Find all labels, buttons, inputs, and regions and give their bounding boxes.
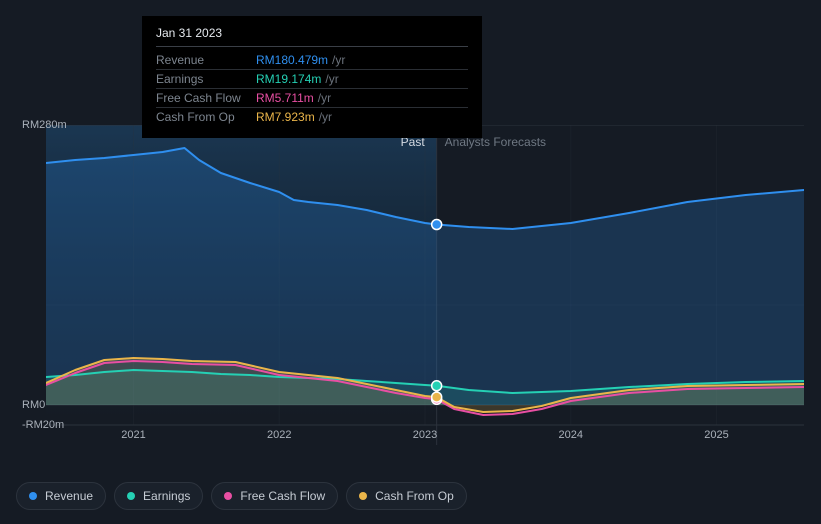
legend-item-fcf[interactable]: Free Cash Flow — [211, 482, 338, 510]
legend-item-earnings[interactable]: Earnings — [114, 482, 203, 510]
tooltip-row: Cash From Op RM7.923m /yr — [156, 108, 468, 126]
tooltip-row: Free Cash Flow RM5.711m /yr — [156, 89, 468, 108]
x-axis-label: 2025 — [704, 429, 728, 441]
financials-chart[interactable]: RM280mRM0-RM20m20212022202320242025PastA… — [16, 125, 804, 445]
tooltip-label: Free Cash Flow — [156, 91, 256, 105]
tooltip-unit: /yr — [332, 53, 345, 67]
tooltip-unit: /yr — [318, 91, 331, 105]
legend-label: Cash From Op — [375, 489, 454, 503]
tooltip-row: Earnings RM19.174m /yr — [156, 70, 468, 89]
plot-area[interactable] — [46, 125, 804, 425]
tooltip-label: Revenue — [156, 53, 256, 67]
legend-item-revenue[interactable]: Revenue — [16, 482, 106, 510]
tooltip-date: Jan 31 2023 — [156, 26, 468, 47]
y-axis-label: RM280m — [22, 119, 67, 131]
x-axis-label: 2023 — [413, 429, 437, 441]
chart-legend: Revenue Earnings Free Cash Flow Cash Fro… — [16, 482, 467, 510]
chart-svg — [46, 125, 804, 445]
tooltip-value: RM19.174m — [256, 72, 321, 86]
chart-tooltip: Jan 31 2023 Revenue RM180.479m /yr Earni… — [142, 16, 482, 138]
x-axis-label: 2022 — [267, 429, 291, 441]
tooltip-unit: /yr — [319, 110, 332, 124]
legend-dot-icon — [224, 492, 232, 500]
x-axis-label: 2024 — [559, 429, 583, 441]
tooltip-row: Revenue RM180.479m /yr — [156, 51, 468, 70]
tooltip-unit: /yr — [325, 72, 338, 86]
legend-dot-icon — [127, 492, 135, 500]
tooltip-value: RM7.923m — [256, 110, 315, 124]
legend-dot-icon — [359, 492, 367, 500]
legend-item-cfo[interactable]: Cash From Op — [346, 482, 467, 510]
legend-label: Earnings — [143, 489, 190, 503]
tooltip-value: RM180.479m — [256, 53, 328, 67]
legend-label: Revenue — [45, 489, 93, 503]
tooltip-label: Cash From Op — [156, 110, 256, 124]
x-axis-label: 2021 — [121, 429, 145, 441]
y-axis-label: RM0 — [22, 399, 45, 411]
tooltip-value: RM5.711m — [256, 91, 314, 105]
tooltip-label: Earnings — [156, 72, 256, 86]
legend-label: Free Cash Flow — [240, 489, 325, 503]
legend-dot-icon — [29, 492, 37, 500]
y-axis-label: -RM20m — [22, 419, 64, 431]
